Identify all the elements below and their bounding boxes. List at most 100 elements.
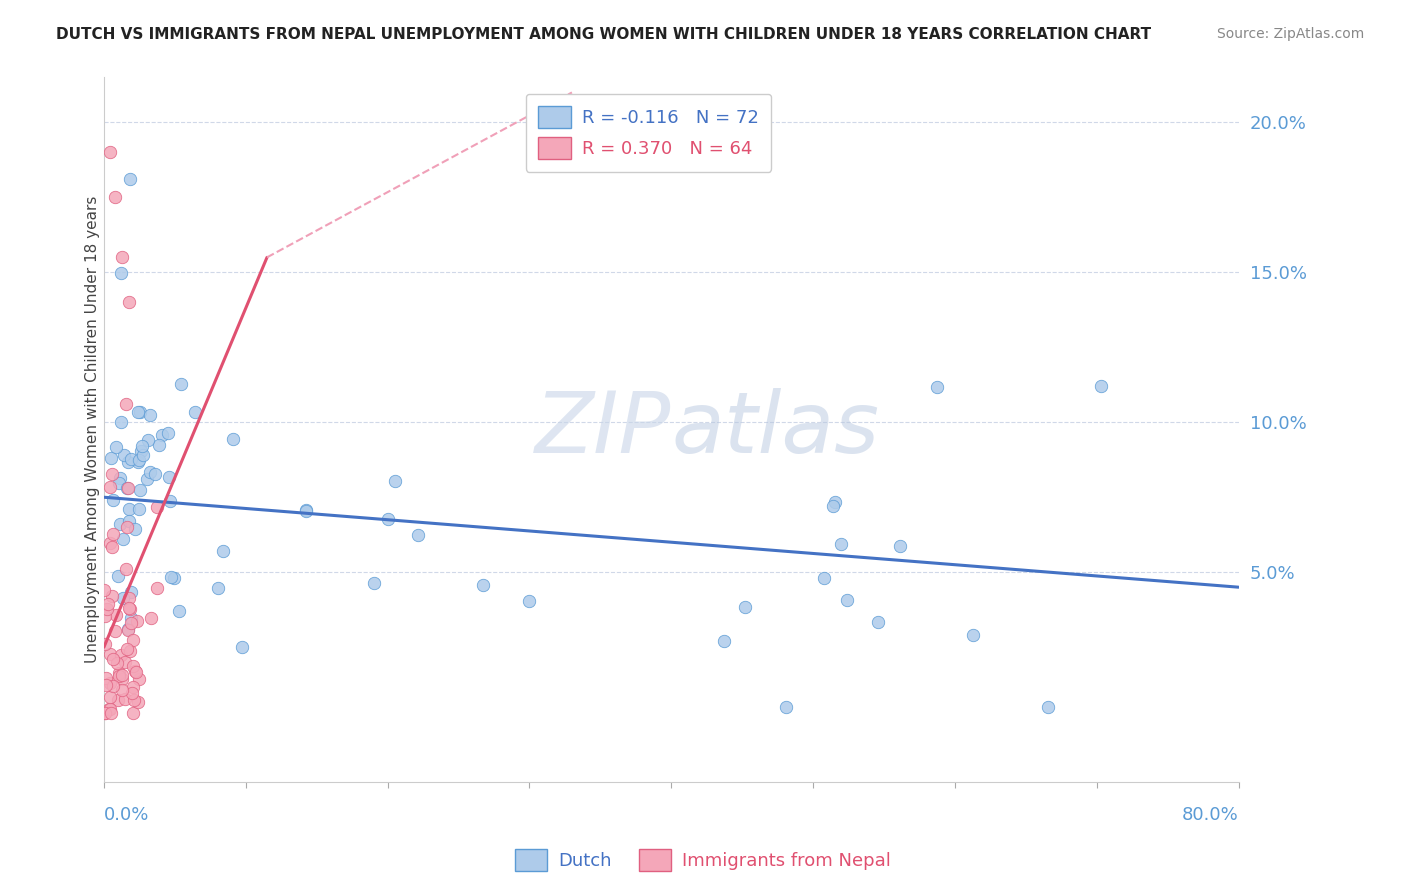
Point [121, 633, 143, 648]
Point [131, 439, 153, 453]
Point [108, 476, 131, 491]
Point [93, 582, 115, 597]
Point [112, 533, 135, 547]
Point [120, 172, 142, 186]
Point [104, 624, 127, 638]
Text: ZIP: ZIP [534, 388, 671, 471]
Point [98, 536, 121, 550]
Point [127, 695, 149, 709]
Point [104, 607, 127, 622]
Point [110, 415, 132, 429]
Point [124, 522, 146, 536]
Point [107, 669, 129, 683]
Point [167, 604, 190, 618]
Point [110, 516, 132, 531]
Point [734, 600, 756, 615]
Point [94, 678, 117, 692]
Point [141, 611, 163, 625]
Point [121, 686, 143, 700]
Point [94, 636, 117, 650]
Point [114, 562, 136, 576]
Text: Source: ZipAtlas.com: Source: ZipAtlas.com [1216, 27, 1364, 41]
Point [925, 380, 948, 394]
Point [139, 465, 162, 479]
Point [212, 543, 235, 558]
Point [118, 602, 141, 616]
Point [117, 601, 139, 615]
Point [117, 481, 139, 495]
Point [101, 652, 124, 666]
Point [135, 472, 157, 486]
Point [156, 426, 179, 441]
Point [231, 640, 253, 654]
Point [94, 706, 117, 720]
Point [889, 539, 911, 553]
Text: 0.0%: 0.0% [104, 806, 149, 824]
Point [384, 475, 406, 489]
Point [94, 671, 117, 685]
Point [824, 495, 846, 509]
Point [125, 615, 148, 629]
Point [124, 665, 146, 679]
Point [111, 251, 134, 265]
Point [139, 409, 162, 423]
Point [170, 377, 193, 392]
Point [146, 581, 169, 595]
Point [108, 665, 131, 680]
Point [821, 499, 844, 513]
Point [111, 668, 134, 682]
Point [101, 680, 124, 694]
Point [160, 570, 183, 584]
Point [97, 597, 120, 611]
Point [105, 657, 128, 671]
Point [222, 432, 245, 446]
Point [163, 571, 186, 585]
Point [117, 455, 139, 469]
Point [146, 500, 169, 514]
Point [128, 453, 150, 467]
Point [121, 680, 143, 694]
Point [128, 673, 150, 687]
Point [363, 576, 385, 591]
Point [114, 397, 136, 411]
Point [127, 455, 149, 469]
Point [1090, 379, 1112, 393]
Text: 80.0%: 80.0% [1182, 806, 1239, 824]
Point [111, 682, 134, 697]
Y-axis label: Unemployment Among Women with Children Under 18 years: Unemployment Among Women with Children U… [86, 196, 100, 664]
Point [377, 512, 399, 526]
Text: atlas: atlas [671, 388, 879, 471]
Point [128, 502, 150, 516]
Point [120, 611, 142, 625]
Point [294, 504, 316, 518]
Point [406, 528, 429, 542]
Point [136, 433, 159, 447]
Point [120, 452, 142, 467]
Point [107, 568, 129, 582]
Point [129, 405, 152, 419]
Point [118, 295, 141, 310]
Point [131, 449, 153, 463]
Point [114, 691, 136, 706]
Point [96, 601, 118, 615]
Point [100, 589, 122, 603]
Point [517, 594, 540, 608]
Point [100, 648, 122, 662]
Point [104, 440, 127, 454]
Point [100, 706, 122, 720]
Point [128, 483, 150, 498]
Point [110, 672, 132, 686]
Point [152, 428, 174, 442]
Point [713, 633, 735, 648]
Point [115, 642, 138, 657]
Point [117, 591, 139, 605]
Point [101, 467, 124, 481]
Point [159, 493, 181, 508]
Point [117, 623, 139, 637]
Point [1036, 700, 1059, 714]
Point [157, 470, 180, 484]
Point [127, 404, 149, 418]
Point [104, 190, 127, 204]
Point [112, 591, 135, 605]
Point [100, 450, 122, 465]
